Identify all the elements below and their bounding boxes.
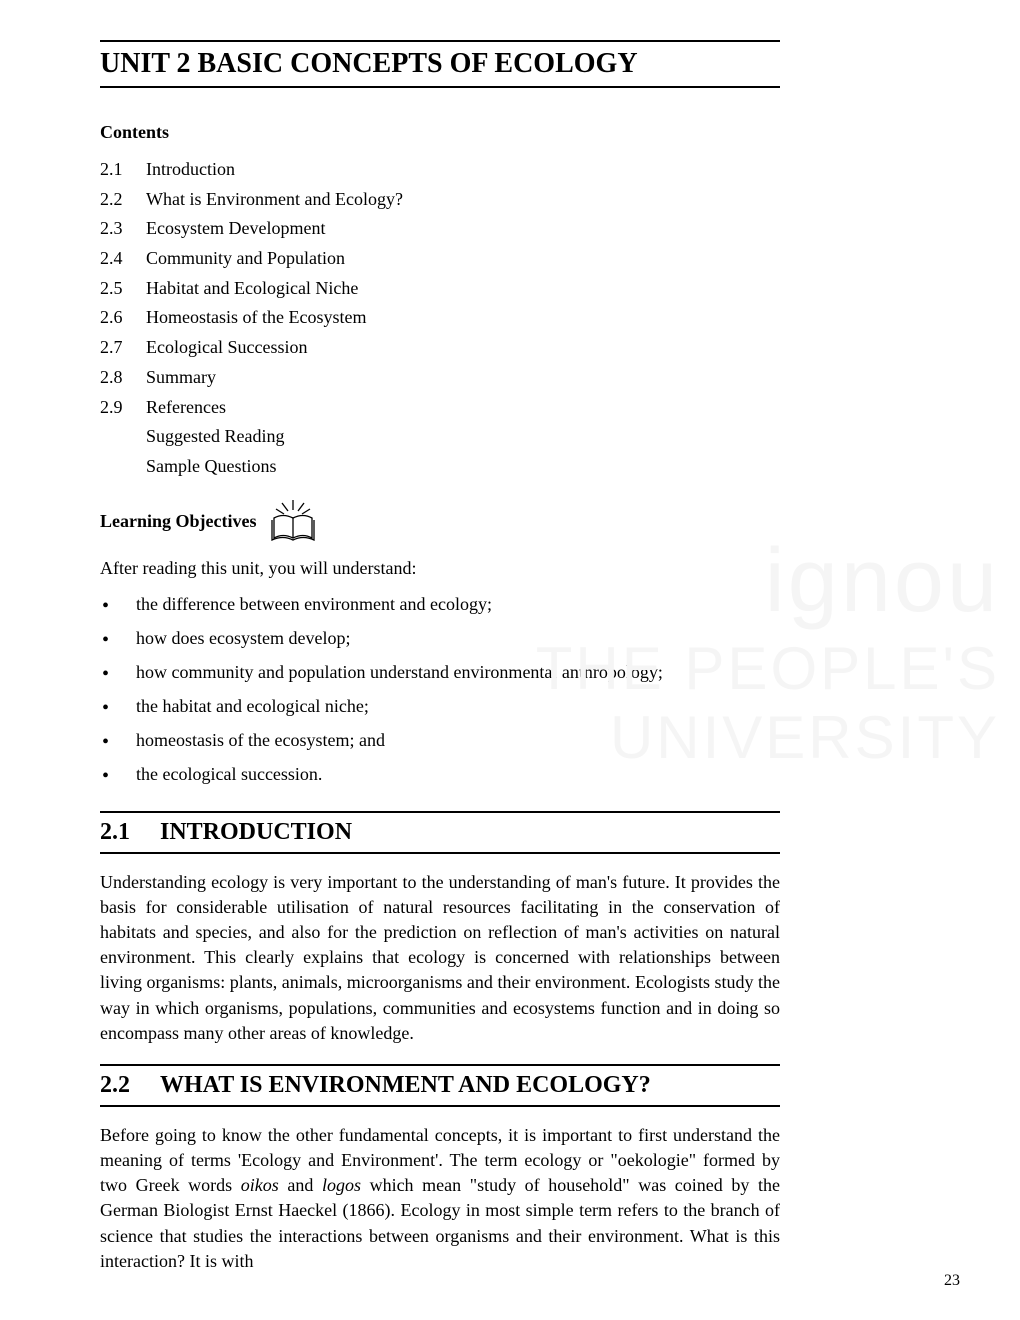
contents-num: 2.8 <box>100 363 146 393</box>
learning-objectives-row: Learning Objectives <box>100 500 780 544</box>
contents-text: Ecological Succession <box>146 333 307 363</box>
contents-row: 2.4Community and Population <box>100 244 780 274</box>
contents-num: 2.5 <box>100 274 146 304</box>
learning-intro: After reading this unit, you will unders… <box>100 558 780 579</box>
contents-num: 2.7 <box>100 333 146 363</box>
objective-text: how community and population understand … <box>136 657 663 691</box>
body-text: and <box>279 1175 322 1195</box>
contents-text: Summary <box>146 363 216 393</box>
section-num: 2.2 <box>100 1072 160 1099</box>
contents-text: Habitat and Ecological Niche <box>146 274 358 304</box>
objectives-list: •the difference between environment and … <box>100 589 780 793</box>
section-title: INTRODUCTION <box>160 819 352 845</box>
contents-text: Introduction <box>146 155 235 185</box>
book-icon <box>268 500 318 544</box>
section2-body: Before going to know the other fundament… <box>100 1123 780 1274</box>
contents-row: 2.2What is Environment and Ecology? <box>100 185 780 215</box>
contents-heading: Contents <box>100 116 169 143</box>
italic-term: logos <box>322 1175 361 1195</box>
contents-row: 2.1Introduction <box>100 155 780 185</box>
contents-sub: Suggested Reading <box>146 422 780 452</box>
unit-title: UNIT 2 BASIC CONCEPTS OF ECOLOGY <box>100 40 780 88</box>
bullet-icon: • <box>100 657 136 691</box>
list-item: •homeostasis of the ecosystem; and <box>100 725 780 759</box>
contents-text: References <box>146 393 226 423</box>
contents-num: 2.1 <box>100 155 146 185</box>
contents-sub: Sample Questions <box>146 452 780 482</box>
contents-num: 2.2 <box>100 185 146 215</box>
list-item: •how community and population understand… <box>100 657 780 691</box>
contents-text: Homeostasis of the Ecosystem <box>146 303 366 333</box>
contents-text: Ecosystem Development <box>146 214 325 244</box>
contents-row: 2.7Ecological Succession <box>100 333 780 363</box>
objective-text: the ecological succession. <box>136 759 322 793</box>
contents-num: 2.9 <box>100 393 146 423</box>
bullet-icon: • <box>100 691 136 725</box>
contents-row: 2.5Habitat and Ecological Niche <box>100 274 780 304</box>
contents-row: 2.8Summary <box>100 363 780 393</box>
list-item: •the difference between environment and … <box>100 589 780 623</box>
objective-text: how does ecosystem develop; <box>136 623 350 657</box>
page-number: 23 <box>944 1272 960 1290</box>
bullet-icon: • <box>100 725 136 759</box>
contents-row: 2.6Homeostasis of the Ecosystem <box>100 303 780 333</box>
section-title: WHAT IS ENVIRONMENT AND ECOLOGY? <box>160 1072 651 1098</box>
bullet-icon: • <box>100 589 136 623</box>
objective-text: the difference between environment and e… <box>136 589 492 623</box>
section-heading-env: 2.2WHAT IS ENVIRONMENT AND ECOLOGY? <box>100 1064 780 1107</box>
contents-text: Community and Population <box>146 244 345 274</box>
contents-num: 2.6 <box>100 303 146 333</box>
list-item: •the ecological succession. <box>100 759 780 793</box>
contents-row: 2.3Ecosystem Development <box>100 214 780 244</box>
objective-text: homeostasis of the ecosystem; and <box>136 725 385 759</box>
contents-num: 2.3 <box>100 214 146 244</box>
contents-list: 2.1Introduction 2.2What is Environment a… <box>100 155 780 482</box>
bullet-icon: • <box>100 623 136 657</box>
learning-objectives-heading: Learning Objectives <box>100 511 256 532</box>
section-num: 2.1 <box>100 819 160 846</box>
bullet-icon: • <box>100 759 136 793</box>
content-area: UNIT 2 BASIC CONCEPTS OF ECOLOGY Content… <box>100 40 780 1274</box>
contents-text: What is Environment and Ecology? <box>146 185 403 215</box>
section-heading-intro: 2.1INTRODUCTION <box>100 811 780 854</box>
objective-text: the habitat and ecological niche; <box>136 691 369 725</box>
italic-term: oikos <box>241 1175 279 1195</box>
list-item: •the habitat and ecological niche; <box>100 691 780 725</box>
section1-body: Understanding ecology is very important … <box>100 870 780 1046</box>
contents-num: 2.4 <box>100 244 146 274</box>
contents-row: 2.9References <box>100 393 780 423</box>
list-item: •how does ecosystem develop; <box>100 623 780 657</box>
